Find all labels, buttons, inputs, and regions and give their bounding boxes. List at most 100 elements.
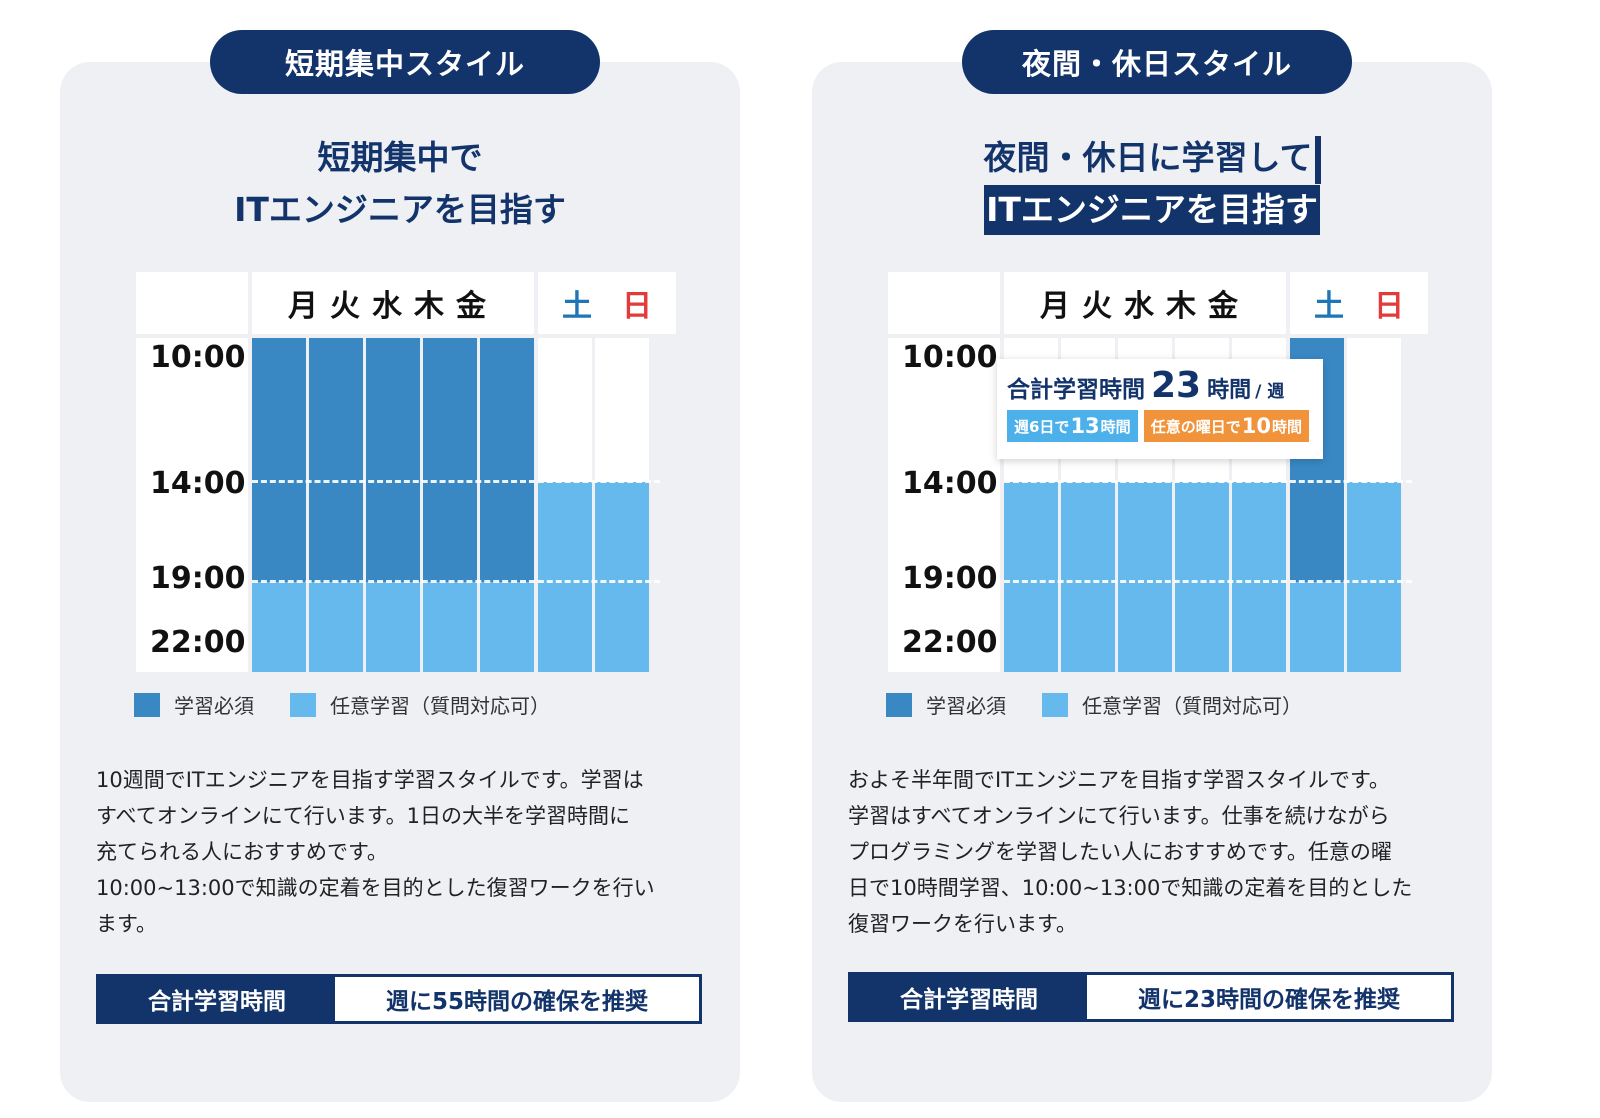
saturday-label: 土: [562, 289, 592, 324]
weekend-header: 土 日: [1290, 272, 1428, 334]
day-column: [252, 338, 306, 672]
badge-prefix: 週6日で: [1014, 417, 1070, 436]
badge-prefix: 任意の曜日で: [1150, 417, 1241, 436]
total-label: 合計学習時間: [99, 977, 335, 1021]
card-headline: 短期集中で ITエンジニアを目指す: [60, 132, 740, 236]
sunday-label: 日: [1374, 289, 1404, 324]
total-hours-bar: 合計学習時間 週に23時間の確保を推奨: [848, 972, 1454, 1022]
weekly-schedule: 月火水木金 土 日 10:00 14:00 19:00 22:00: [136, 272, 676, 684]
optional-block: [309, 582, 363, 672]
day-column: [538, 338, 592, 672]
legend-item: 学習必須: [886, 690, 1006, 719]
time-label: 10:00: [902, 340, 998, 375]
required-block: [309, 338, 363, 582]
schedule-corner: [136, 272, 248, 334]
day-column: [595, 338, 649, 672]
headline-text: 夜間・休日に学習して: [983, 138, 1313, 177]
day-column: [1347, 338, 1401, 672]
required-block: [366, 338, 420, 582]
schedule-corner: [888, 272, 1000, 334]
headline-line-1: 夜間・休日に学習して: [812, 132, 1492, 184]
legend-item: 任意学習（質問対応可）: [1042, 690, 1302, 719]
time-divider: [252, 480, 660, 483]
night-holiday-card: 夜間・休日スタイル 夜間・休日に学習して ITエンジニアを目指す 月火水木金 土…: [812, 30, 1492, 1102]
required-block: [423, 338, 477, 582]
time-label: 22:00: [902, 625, 998, 660]
badge-number: 10: [1241, 414, 1271, 438]
headline-line-1: 短期集中で: [317, 138, 483, 177]
optional-swatch: [1042, 692, 1068, 717]
optional-block: [1175, 482, 1229, 672]
day-column: [366, 338, 420, 672]
weekday-header: 月火水木金: [252, 272, 534, 334]
time-label: 14:00: [902, 466, 998, 501]
time-label: 22:00: [150, 625, 246, 660]
time-column: 10:00 14:00 19:00 22:00: [888, 338, 1000, 672]
time-divider: [252, 580, 660, 583]
callout-label: 合計学習時間: [1007, 377, 1145, 403]
required-block: [252, 338, 306, 582]
legend: 学習必須 任意学習（質問対応可）: [886, 690, 1338, 719]
text-cursor: [1314, 135, 1321, 184]
optional-days-badge: 任意の曜日で 10 時間: [1143, 410, 1309, 442]
time-divider: [1004, 580, 1412, 583]
weekday-header: 月火水木金: [1004, 272, 1286, 334]
card-headline: 夜間・休日に学習して ITエンジニアを目指す: [812, 132, 1492, 236]
optional-block: [595, 482, 649, 672]
time-divider: [1004, 480, 1412, 483]
weekly-schedule: 月火水木金 土 日 10:00 14:00 19:00 22:00: [888, 272, 1428, 684]
weekend-header: 土 日: [538, 272, 676, 334]
headline-line-2: ITエンジニアを目指す: [234, 190, 566, 229]
headline-line-2: ITエンジニアを目指す: [812, 184, 1492, 236]
saturday-label: 土: [1314, 289, 1344, 324]
time-label: 19:00: [902, 561, 998, 596]
badge-suffix: 時間: [1271, 417, 1302, 436]
headline-selected-text: ITエンジニアを目指す: [984, 185, 1320, 235]
badge-number: 13: [1070, 414, 1100, 438]
style-description: およそ半年間でITエンジニアを目指す学習スタイルです。 学習はすべてオンラインに…: [848, 768, 1413, 936]
callout-unit: 時間: [1207, 378, 1252, 403]
optional-block: [366, 582, 420, 672]
total-hours-callout: 合計学習時間 23 時間 / 週 週6日で 13 時間 任意の曜日で 10 時間: [997, 359, 1323, 459]
callout-hours: 23: [1151, 365, 1202, 406]
required-block: [480, 338, 534, 582]
callout-badges: 週6日で 13 時間 任意の曜日で 10 時間: [1007, 410, 1313, 442]
total-hours-bar: 合計学習時間 週に55時間の確保を推奨: [96, 974, 702, 1024]
optional-block: [1347, 482, 1401, 672]
legend-label: 任意学習（質問対応可）: [1082, 694, 1302, 718]
time-label: 14:00: [150, 466, 246, 501]
total-label: 合計学習時間: [851, 975, 1087, 1019]
legend-item: 学習必須: [134, 690, 254, 719]
optional-block: [1004, 482, 1058, 672]
day-column: [309, 338, 363, 672]
optional-block: [1232, 482, 1286, 672]
legend-item: 任意学習（質問対応可）: [290, 690, 550, 719]
optional-block: [252, 582, 306, 672]
optional-block: [538, 482, 592, 672]
optional-block: [1290, 582, 1344, 672]
weekly-days-badge: 週6日で 13 時間: [1007, 410, 1138, 442]
total-value: 週に23時間の確保を推奨: [1137, 987, 1400, 1013]
callout-summary: 合計学習時間 23 時間 / 週: [1007, 365, 1313, 406]
optional-block: [1118, 482, 1172, 672]
style-description: 10週間でITエンジニアを目指す学習スタイルです。学習は すべてオンラインにて行…: [96, 768, 655, 936]
optional-swatch: [290, 692, 316, 717]
required-swatch: [886, 692, 912, 717]
legend-label: 任意学習（質問対応可）: [330, 694, 550, 718]
style-pill: 夜間・休日スタイル: [962, 30, 1352, 94]
legend: 学習必須 任意学習（質問対応可）: [134, 690, 586, 719]
optional-block: [1061, 482, 1115, 672]
time-label: 10:00: [150, 340, 246, 375]
badge-suffix: 時間: [1100, 417, 1131, 436]
legend-label: 学習必須: [174, 694, 254, 718]
total-value: 週に55時間の確保を推奨: [385, 989, 648, 1015]
legend-label: 学習必須: [926, 694, 1006, 718]
time-label: 19:00: [150, 561, 246, 596]
time-column: 10:00 14:00 19:00 22:00: [136, 338, 248, 672]
callout-per: / 週: [1255, 382, 1285, 402]
required-swatch: [134, 692, 160, 717]
optional-block: [480, 582, 534, 672]
sunday-label: 日: [622, 289, 652, 324]
day-column: [423, 338, 477, 672]
